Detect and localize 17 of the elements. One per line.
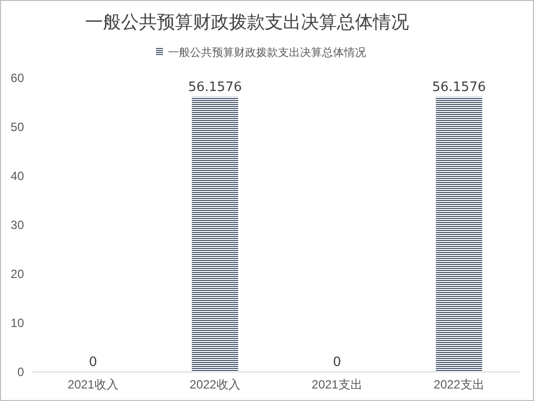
x-tick-label: 2022收入 bbox=[190, 378, 240, 392]
y-tick-label: 10 bbox=[10, 316, 24, 330]
y-tick-label: 40 bbox=[10, 168, 24, 183]
data-label: 56.1576 bbox=[188, 80, 242, 95]
y-tick-label: 0 bbox=[17, 364, 24, 379]
x-tick-label: 2021支出 bbox=[312, 378, 362, 392]
data-label: 0 bbox=[332, 355, 342, 370]
x-tick-label: 2022支出 bbox=[434, 378, 484, 392]
y-tick-label: 20 bbox=[10, 266, 24, 281]
data-label: 0 bbox=[88, 355, 98, 370]
y-tick-label: 50 bbox=[10, 120, 24, 134]
x-tick-label: 2021收入 bbox=[68, 378, 118, 392]
y-tick-label: 60 bbox=[10, 70, 24, 85]
y-tick-label: 30 bbox=[10, 218, 24, 232]
legend-label: 一般公共预算财政拨款支出决算总体情况 bbox=[168, 46, 366, 59]
data-label: 56.1576 bbox=[432, 80, 486, 95]
chart-title: 一般公共预算财政拨款支出决算总体情况 bbox=[85, 12, 409, 33]
